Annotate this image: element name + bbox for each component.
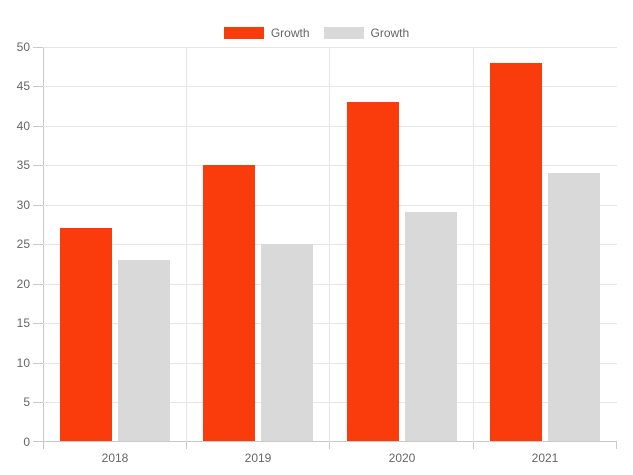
x-axis-label: 2021 xyxy=(531,451,559,465)
y-axis-tick-label: 15 xyxy=(16,316,30,330)
y-gridline xyxy=(43,363,617,364)
y-axis-tick-label: 25 xyxy=(16,237,30,251)
bar-2018-growth-2[interactable] xyxy=(118,260,170,441)
plot-area: 0 5 10 15 20 25 30 35 40 45 50 2018 2019 2020 2021 xyxy=(17,40,617,465)
y-axis-tick-label: 30 xyxy=(16,198,30,212)
y-axis-tick-label: 50 xyxy=(16,40,30,54)
x-axis-label: 2018 xyxy=(101,451,129,465)
y-gridline xyxy=(43,165,617,166)
chart-legend: Growth Growth xyxy=(0,26,633,40)
y-gridline xyxy=(43,205,617,206)
x-gridline xyxy=(186,47,187,442)
y-axis-tick-label: 20 xyxy=(16,277,30,291)
y-gridline xyxy=(43,86,617,87)
bar-2019-growth-2[interactable] xyxy=(261,244,313,441)
bar-2019-growth-1[interactable] xyxy=(203,165,255,441)
y-axis-tick xyxy=(33,86,43,87)
y-axis-tick xyxy=(33,402,43,403)
y-axis-tick-label: 5 xyxy=(23,395,30,409)
bar-2018-growth-1[interactable] xyxy=(60,228,112,441)
bar-2021-growth-1[interactable] xyxy=(490,63,542,441)
x-axis-tick xyxy=(43,442,44,449)
x-axis-tick xyxy=(616,442,617,449)
y-axis-tick-label: 40 xyxy=(16,119,30,133)
legend-swatch-icon xyxy=(323,27,364,39)
x-axis-label: 2019 xyxy=(244,451,272,465)
bar-2021-growth-2[interactable] xyxy=(548,173,600,441)
legend-item-1[interactable]: Growth xyxy=(223,26,310,40)
y-axis-tick xyxy=(33,126,43,127)
y-axis-tick xyxy=(33,441,43,442)
y-axis-tick-label: 45 xyxy=(16,79,30,93)
y-gridline xyxy=(43,284,617,285)
y-axis-tick-label: 35 xyxy=(16,158,30,172)
y-gridline xyxy=(43,323,617,324)
x-axis-tick xyxy=(473,442,474,449)
y-axis-tick xyxy=(33,165,43,166)
x-gridline xyxy=(329,47,330,442)
y-axis-tick xyxy=(33,363,43,364)
bar-2020-growth-2[interactable] xyxy=(405,212,457,441)
x-axis-label: 2020 xyxy=(388,451,416,465)
legend-item-2[interactable]: Growth xyxy=(323,26,410,40)
x-axis-line xyxy=(43,441,617,442)
y-gridline xyxy=(43,244,617,245)
legend-swatch-icon xyxy=(223,27,264,39)
y-axis-tick xyxy=(33,323,43,324)
y-axis-tick xyxy=(33,205,43,206)
y-axis-tick-label: 10 xyxy=(16,356,30,370)
y-axis-tick-label: 0 xyxy=(23,435,30,449)
bar-2020-growth-1[interactable] xyxy=(347,102,399,441)
y-gridline xyxy=(43,402,617,403)
y-axis-tick xyxy=(33,284,43,285)
legend-label: Growth xyxy=(370,26,410,40)
x-gridline xyxy=(473,47,474,442)
x-axis-tick xyxy=(186,442,187,449)
y-gridline xyxy=(43,47,617,48)
y-axis-tick xyxy=(33,244,43,245)
legend-label: Growth xyxy=(270,26,310,40)
y-axis-tick xyxy=(33,47,43,48)
y-gridline xyxy=(43,126,617,127)
x-axis-tick xyxy=(329,442,330,449)
